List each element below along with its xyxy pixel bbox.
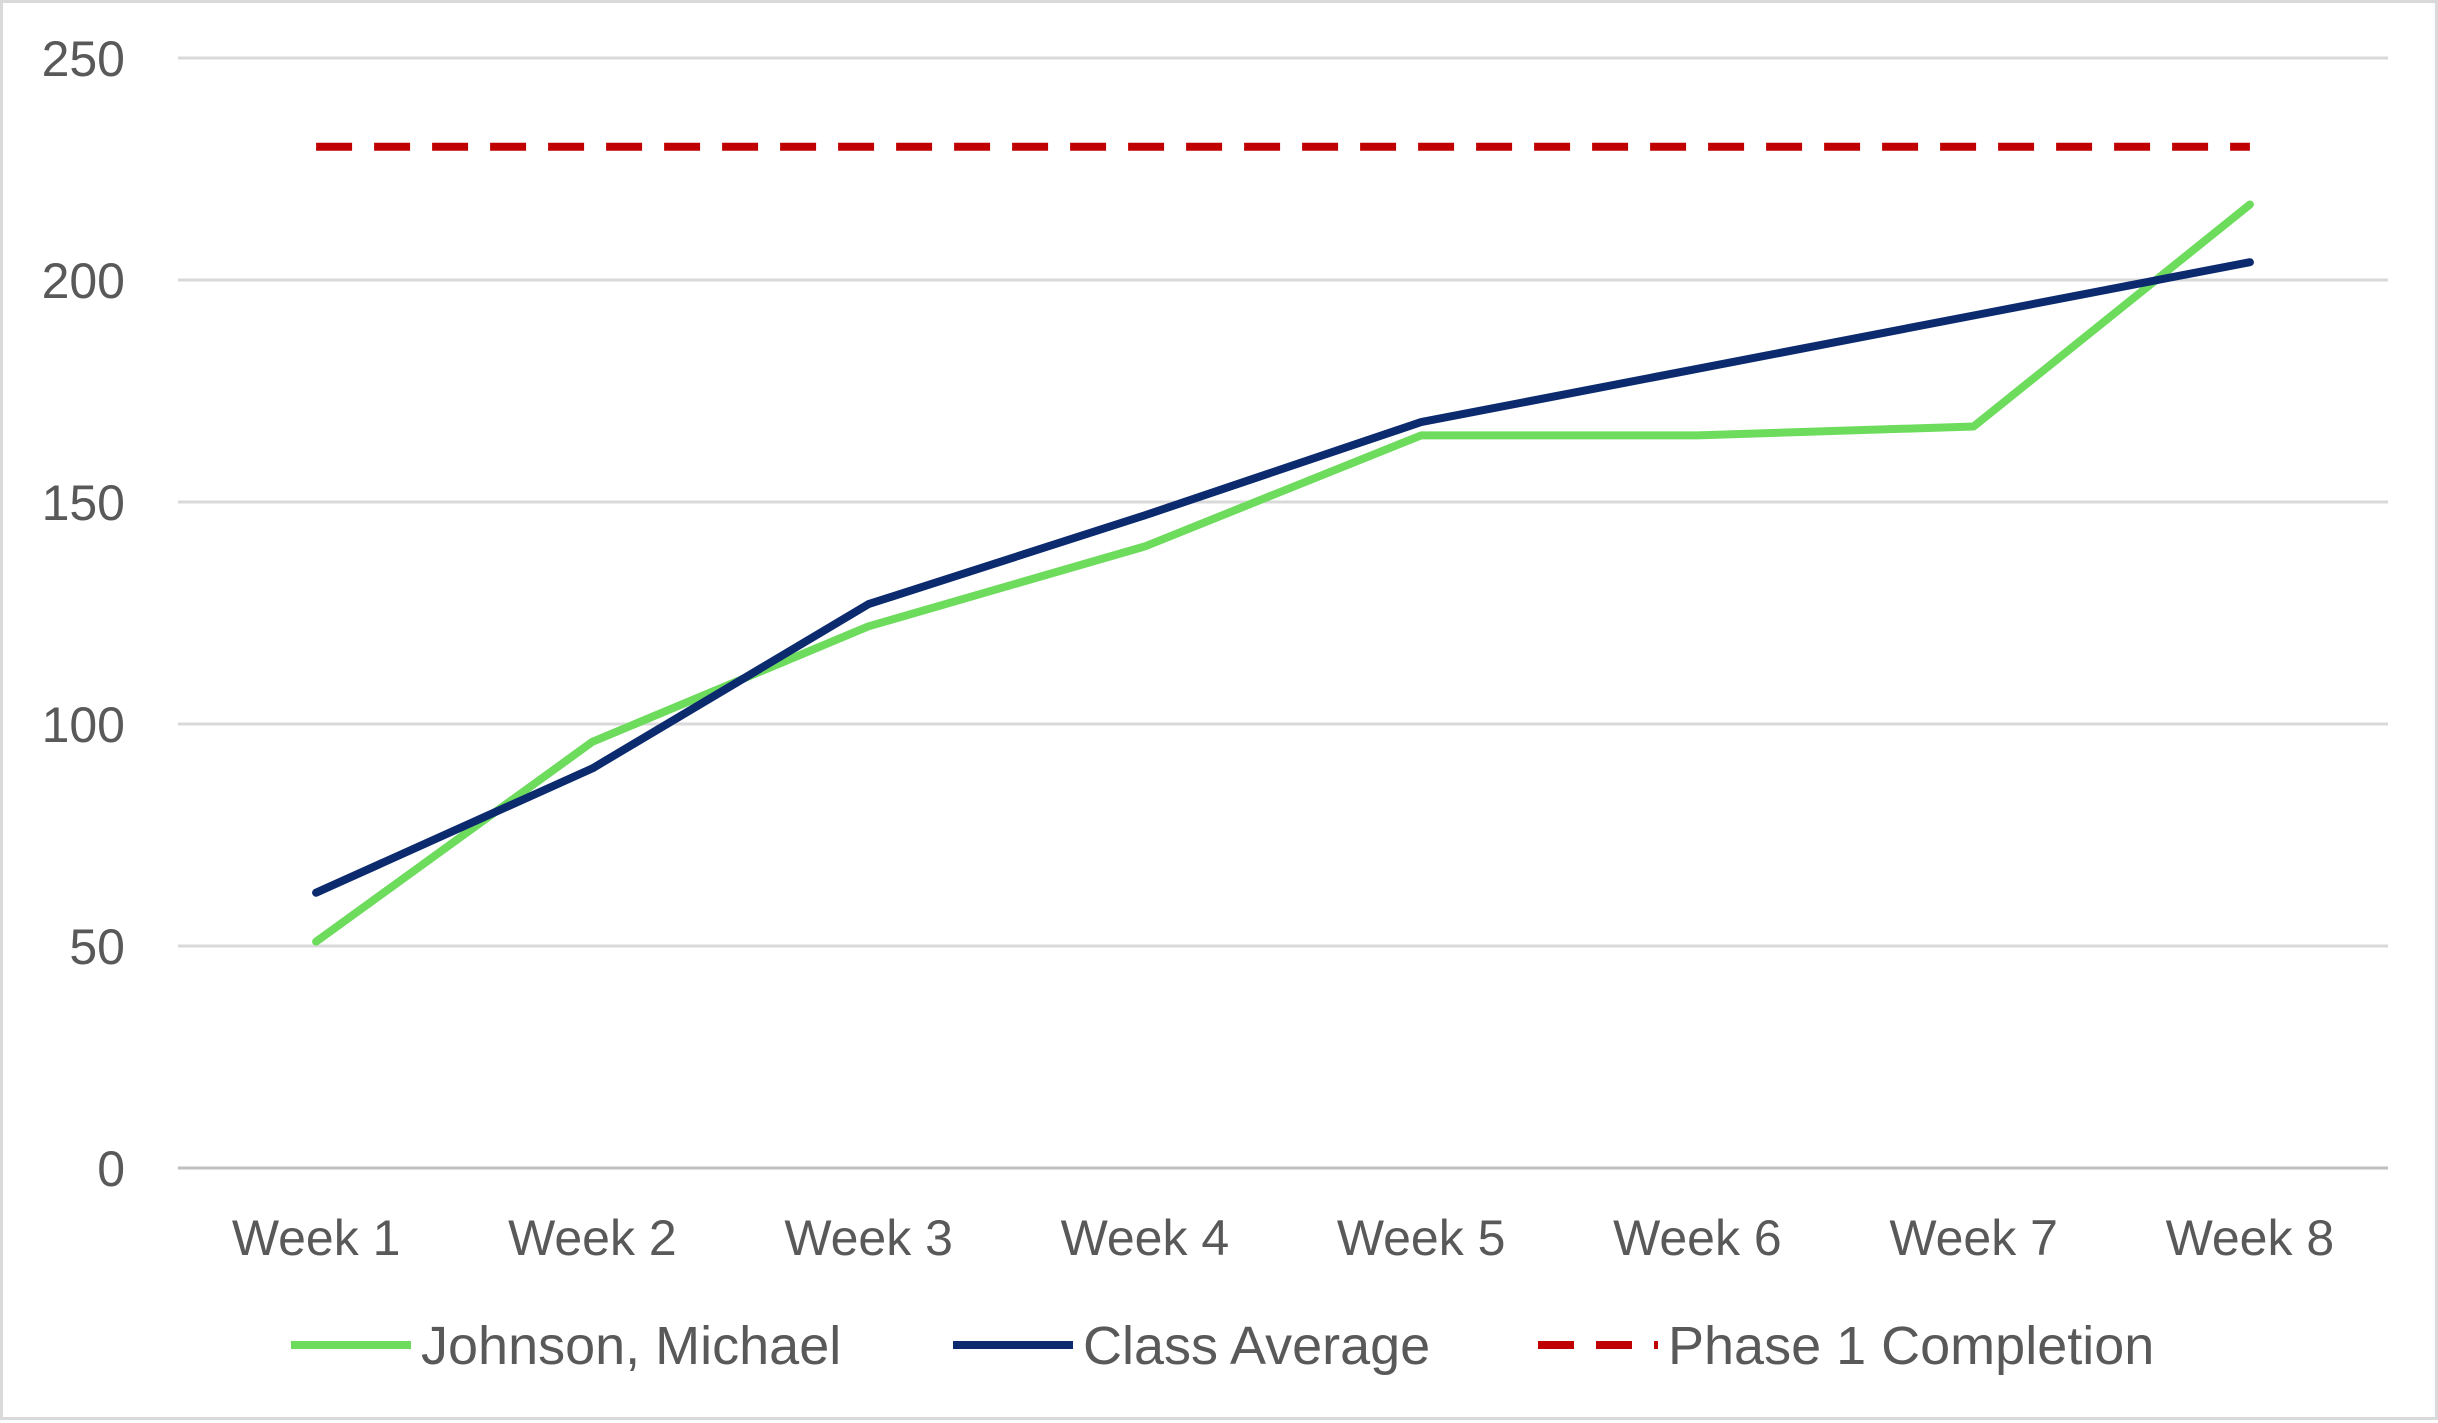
y-tick-label: 150 [42, 475, 125, 531]
x-tick-label: Week 8 [2166, 1210, 2335, 1266]
series-lines [312, 142, 2254, 946]
x-tick-label: Week 6 [1613, 1210, 1782, 1266]
x-tick-label: Week 2 [508, 1210, 677, 1266]
y-axis-tick-labels: 0 50 100 150 200 250 [42, 31, 125, 1197]
legend: Johnson, Michael Class Average Phase 1 Com… [291, 1316, 2154, 1376]
legend-label-1: Johnson, Michael [421, 1316, 841, 1376]
y-tick-label: 250 [42, 31, 125, 87]
series-line-1 [312, 200, 2254, 946]
y-tick-label: 100 [42, 697, 125, 753]
y-tick-label: 200 [42, 253, 125, 309]
gridlines [178, 56, 2388, 1170]
x-tick-label: Week 5 [1337, 1210, 1506, 1266]
series-line-2 [312, 258, 2254, 897]
x-tick-label: Week 4 [1061, 1210, 1230, 1266]
x-axis-tick-labels: Week 1 Week 2 Week 3 Week 4 Week 5 Week 6 Week… [232, 1210, 2334, 1266]
y-tick-label: 50 [69, 919, 125, 975]
y-tick-label: 0 [97, 1141, 125, 1197]
line-chart: 0 50 100 150 200 250 Week 1 Week 2 Week 3 Week 4… [42, 31, 2388, 1376]
legend-label-3: Phase 1 Completion [1668, 1316, 2154, 1376]
legend-label-2: Class Average [1083, 1316, 1430, 1376]
x-tick-label: Week 1 [232, 1210, 401, 1266]
x-tick-label: Week 3 [784, 1210, 953, 1266]
x-tick-label: Week 7 [1889, 1210, 2058, 1266]
